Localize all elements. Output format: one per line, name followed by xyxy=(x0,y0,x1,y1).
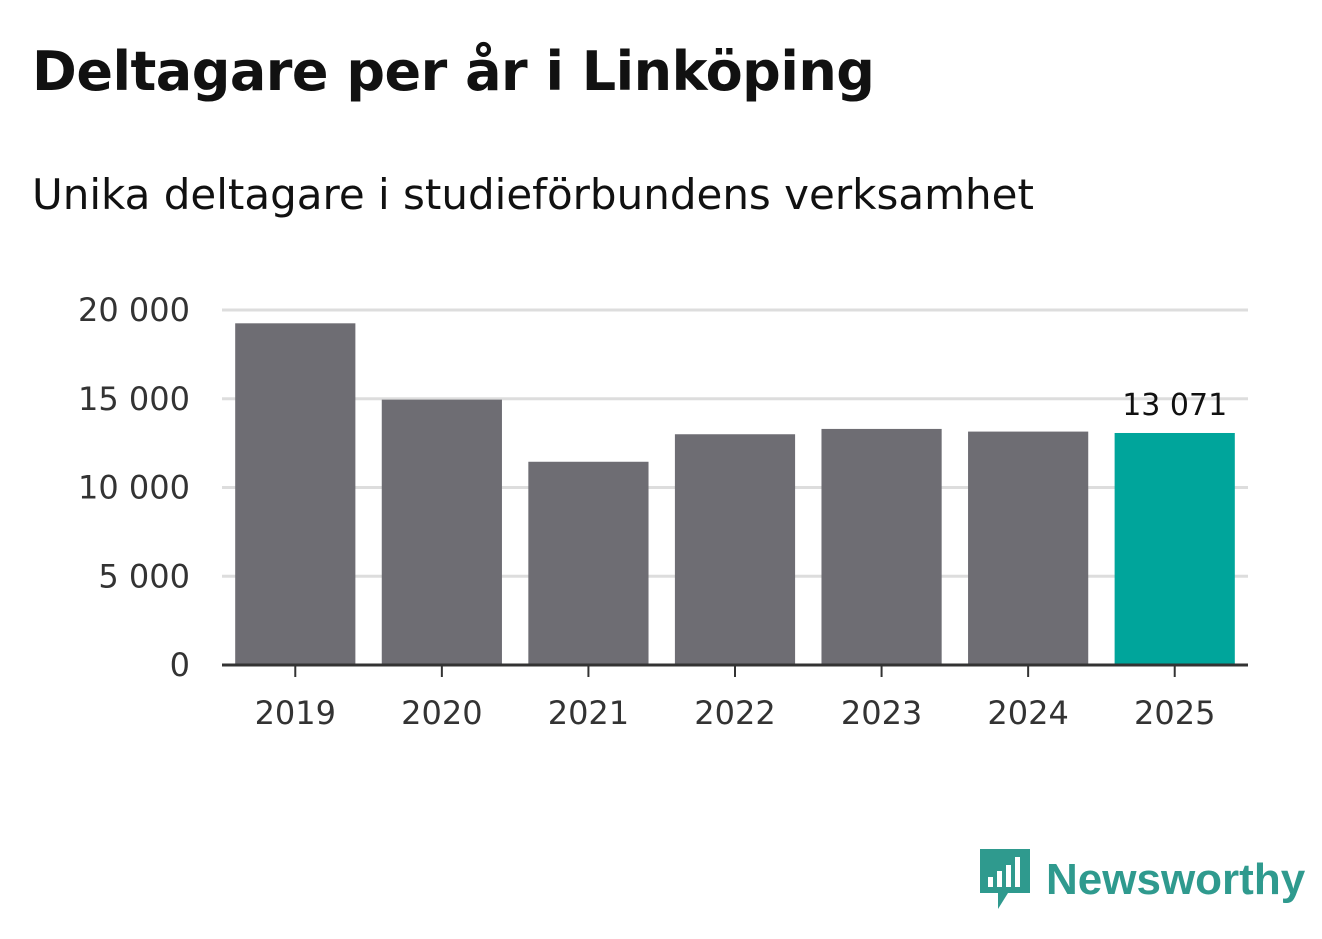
bar-2025 xyxy=(1114,432,1235,665)
y-tick-label: 0 xyxy=(170,646,190,684)
bar-2020 xyxy=(381,399,502,665)
x-tick-label-2023: 2023 xyxy=(841,694,922,732)
x-tick-labels: 2019 2020 2021 2022 2023 2024 2025 xyxy=(255,694,1216,732)
bar-2022 xyxy=(674,434,796,665)
chart-subtitle: Unika deltagare i studieförbundens verks… xyxy=(32,170,1034,219)
x-tick-label-2021: 2021 xyxy=(548,694,629,732)
y-tick-label: 5 000 xyxy=(98,557,190,595)
data-label-2025: 13 071 xyxy=(1122,388,1227,423)
y-tick-label: 10 000 xyxy=(78,469,190,507)
y-tick-label: 15 000 xyxy=(78,380,190,418)
bar-2023 xyxy=(821,428,942,665)
chart-title: Deltagare per år i Linköping xyxy=(32,40,875,103)
x-tick-label-2019: 2019 xyxy=(255,694,336,732)
bar-chart: 0 5 000 10 000 15 000 20 000 2019 2020 2021 202… xyxy=(78,291,1248,732)
data-labels: 13 071 xyxy=(1122,388,1227,423)
x-tick-label-2024: 2024 xyxy=(987,694,1068,732)
bar-2024 xyxy=(968,431,1089,665)
bar-2019 xyxy=(235,323,356,665)
x-tick-label-2022: 2022 xyxy=(694,694,775,732)
bar-2021 xyxy=(528,461,649,665)
bars xyxy=(235,323,1235,665)
brand-name: Newsworthy xyxy=(1046,855,1306,904)
y-tick-labels: 0 5 000 10 000 15 000 20 000 xyxy=(78,291,190,684)
x-tick-label-2025: 2025 xyxy=(1134,694,1215,732)
chart-bubble-icon xyxy=(980,849,1030,909)
y-tick-label: 20 000 xyxy=(78,291,190,329)
x-tick-label-2020: 2020 xyxy=(401,694,482,732)
x-axis xyxy=(222,663,1248,677)
brand-logo: Newsworthy xyxy=(980,848,1305,912)
